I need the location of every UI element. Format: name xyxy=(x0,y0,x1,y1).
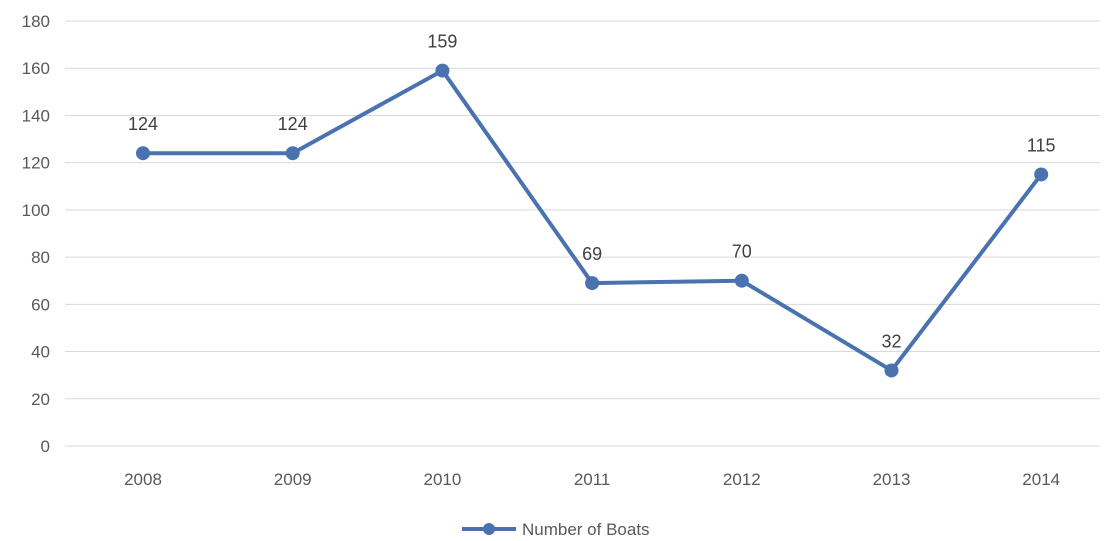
y-tick-label: 20 xyxy=(31,390,50,409)
y-tick-label: 120 xyxy=(22,154,50,173)
y-tick-label: 0 xyxy=(41,437,50,456)
y-axis-ticks: 0 20 40 60 80 100 120 140 160 180 xyxy=(22,12,50,456)
data-point-marker xyxy=(884,363,899,378)
legend: Number of Boats xyxy=(462,520,650,539)
x-tick-label: 2011 xyxy=(574,470,611,489)
data-label: 115 xyxy=(1027,135,1056,155)
data-label: 159 xyxy=(427,32,457,52)
data-labels: 124 124 159 69 70 32 115 xyxy=(128,32,1056,352)
x-tick-label: 2012 xyxy=(723,470,761,489)
x-axis-ticks: 2008 2009 2010 2011 2012 2013 2014 xyxy=(124,470,1060,489)
x-tick-label: 2008 xyxy=(124,470,162,489)
y-tick-label: 180 xyxy=(22,12,50,31)
data-point-marker xyxy=(1034,167,1049,182)
data-label: 69 xyxy=(582,244,602,264)
series-layer xyxy=(136,63,1049,378)
data-point-marker xyxy=(136,146,150,161)
y-tick-label: 80 xyxy=(31,248,50,267)
legend-entry-number-of-boats: Number of Boats xyxy=(522,520,650,539)
data-label: 124 xyxy=(278,114,308,134)
data-label: 32 xyxy=(881,331,901,351)
x-tick-label: 2014 xyxy=(1022,470,1060,489)
data-label: 70 xyxy=(732,242,752,262)
y-tick-label: 160 xyxy=(22,59,50,78)
data-label: 124 xyxy=(128,114,158,134)
legend-marker-swatch xyxy=(483,523,495,535)
y-tick-label: 140 xyxy=(22,106,50,125)
x-tick-label: 2013 xyxy=(873,470,911,489)
x-tick-label: 2010 xyxy=(423,470,461,489)
y-tick-label: 100 xyxy=(22,201,50,220)
data-point-marker xyxy=(435,63,450,78)
gridlines xyxy=(65,20,1100,447)
y-tick-label: 60 xyxy=(31,295,50,314)
data-point-marker xyxy=(285,146,300,161)
y-tick-label: 40 xyxy=(31,343,50,362)
data-point-marker xyxy=(585,276,600,291)
data-point-marker xyxy=(734,273,749,288)
x-tick-label: 2009 xyxy=(274,470,312,489)
